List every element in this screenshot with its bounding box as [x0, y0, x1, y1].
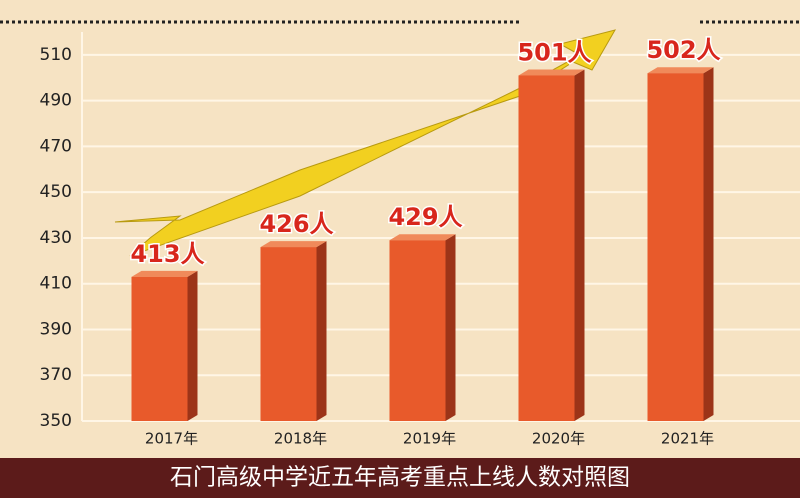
x-tick-label: 2021年 [661, 430, 714, 448]
x-tick-label: 2017年 [145, 430, 198, 448]
y-tick-label: 430 [40, 228, 72, 248]
y-tick-label: 370 [40, 365, 72, 385]
title-band [0, 458, 800, 498]
bar-side [703, 67, 714, 421]
bar-top [260, 241, 327, 248]
value-label: 429人 [388, 203, 462, 231]
x-tick-label: 2019年 [403, 430, 456, 448]
y-tick-label: 510 [40, 45, 72, 65]
bar-top [131, 270, 198, 277]
bar-side [445, 234, 456, 421]
chart-title: 石门高级中学近五年高考重点上线人数对照图 [170, 465, 630, 491]
bar-side [187, 270, 198, 421]
bar-top [647, 67, 714, 74]
y-tick-label: 450 [40, 182, 72, 202]
x-tick-label: 2018年 [274, 430, 327, 448]
trend-arrow [114, 29, 617, 257]
bar [260, 247, 317, 421]
bar [389, 240, 446, 421]
y-tick-label: 410 [40, 274, 72, 294]
bar-side [574, 69, 585, 421]
bar-top [389, 234, 456, 241]
bar-side [316, 241, 327, 421]
value-label: 501人 [517, 38, 591, 66]
bar-top [518, 69, 585, 76]
bar [647, 73, 704, 421]
y-tick-label: 490 [40, 91, 72, 111]
value-label: 413人 [130, 240, 204, 268]
y-tick-label: 470 [40, 136, 72, 156]
value-label: 426人 [259, 210, 333, 238]
bar [131, 276, 188, 421]
value-label: 502人 [646, 36, 720, 64]
y-tick-label: 350 [40, 411, 72, 431]
x-tick-label: 2020年 [532, 430, 585, 448]
y-tick-label: 390 [40, 319, 72, 339]
bar [518, 75, 575, 421]
